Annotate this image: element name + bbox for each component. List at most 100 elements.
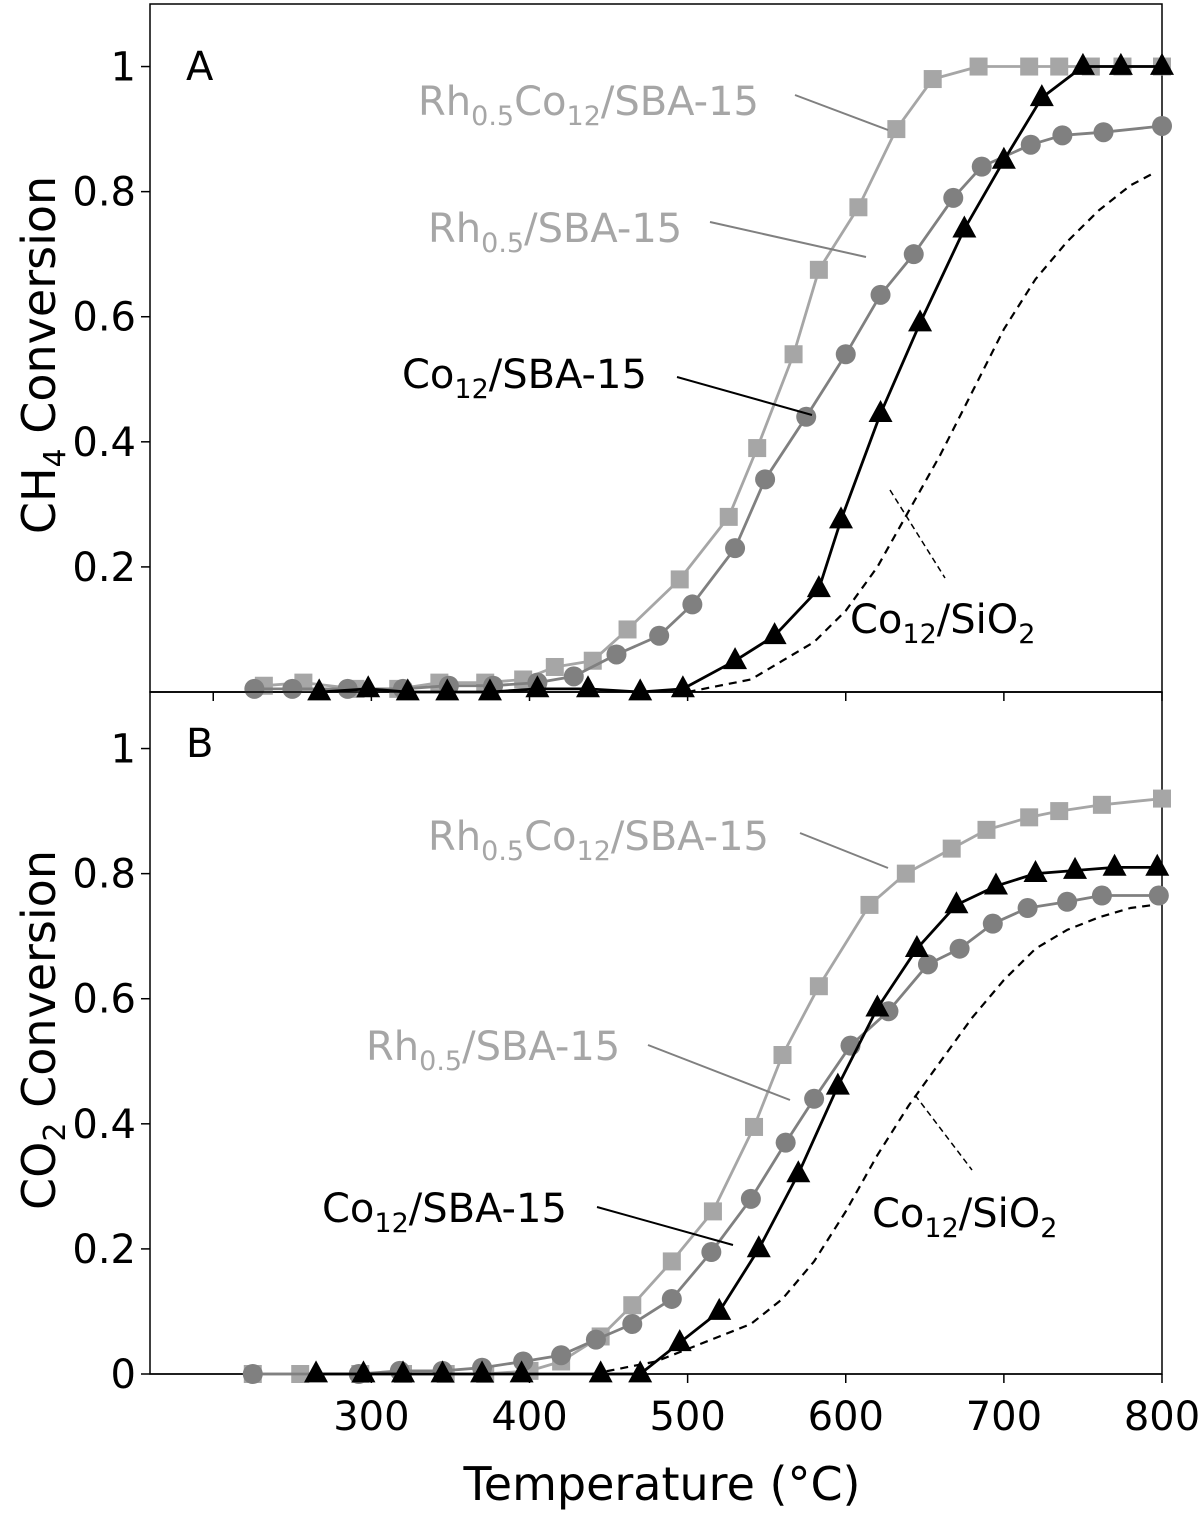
panel-a-letter: A	[186, 44, 214, 90]
triangle-marker	[825, 1072, 850, 1095]
circle-marker	[622, 1313, 643, 1334]
circle-marker	[804, 1088, 825, 1109]
circle-marker	[755, 469, 776, 490]
panel-b-xticks: 300 400 500 600 700 800	[333, 1374, 1200, 1440]
panel-b-xtick-label: 700	[966, 1394, 1042, 1440]
circle-marker	[982, 913, 1003, 934]
panel-b-yticks: 0 0.2 0.4 0.6 0.8 1	[72, 727, 150, 1398]
square-marker	[662, 1252, 681, 1271]
circle-marker	[682, 594, 703, 615]
circle-marker	[701, 1242, 722, 1263]
triangle-marker	[707, 1297, 732, 1320]
square-marker	[849, 198, 868, 217]
circle-marker	[551, 1345, 572, 1366]
triangle-marker	[829, 506, 854, 529]
circle-marker	[740, 1188, 761, 1209]
panel-b-ytick-label: 0	[111, 1352, 136, 1398]
circle-marker	[943, 187, 964, 208]
square-marker	[809, 977, 828, 996]
panel-b-xtick-label: 600	[808, 1394, 884, 1440]
panel-a-series	[244, 52, 1174, 701]
triangle-marker	[628, 678, 653, 701]
panel-a-yticks: 0.2 0.4 0.6 0.8 1	[72, 45, 150, 591]
square-marker	[748, 439, 767, 458]
triangle-marker	[391, 1360, 415, 1383]
triangle-marker	[588, 1360, 613, 1383]
circle-marker	[649, 625, 670, 646]
square-marker	[1092, 795, 1111, 814]
square-marker	[618, 620, 637, 639]
triangle-marker	[1108, 52, 1133, 75]
leader-line-co-b	[596, 1206, 734, 1246]
panel-a-y-axis-label: CH4 Conversion	[12, 176, 73, 534]
square-marker	[745, 1117, 764, 1136]
label-co-b: Co12/SBA-15	[322, 1186, 567, 1239]
panel-b-ytick-label: 0.8	[72, 852, 136, 898]
square-marker	[1153, 789, 1171, 808]
circle-marker	[563, 666, 584, 687]
square-marker	[1050, 802, 1069, 821]
panel-b-xtick-label: 400	[491, 1394, 567, 1440]
square-marker	[977, 820, 996, 839]
square-marker	[623, 1296, 642, 1315]
panel-b-y-axis-label: CO2 Conversion	[12, 850, 73, 1210]
triangle-marker	[435, 678, 460, 701]
square-marker	[809, 260, 828, 279]
panel-b-series	[242, 789, 1171, 1384]
triangle-marker	[470, 1360, 495, 1383]
circle-marker	[1017, 898, 1038, 919]
circle-marker	[1148, 885, 1169, 906]
panel-b-xtick-label: 800	[1124, 1394, 1200, 1440]
square-marker	[969, 57, 988, 76]
square-marker	[1020, 808, 1039, 827]
x-axis-label: Temperature (°C)	[462, 1457, 860, 1511]
circle-marker	[282, 678, 303, 699]
triangle-marker	[477, 678, 502, 701]
panel-a-ytick-label: 0.2	[72, 545, 136, 591]
label-rh-b: Rh0.5/SBA-15	[366, 1024, 620, 1077]
circle-marker	[1091, 885, 1112, 906]
circle-marker	[725, 538, 746, 559]
series-triangle-b	[304, 853, 1170, 1383]
circle-marker	[1052, 125, 1073, 146]
panel-a-ytick-label: 0.8	[72, 170, 136, 216]
label-rh-a: Rh0.5/SBA-15	[428, 206, 682, 259]
square-marker	[923, 70, 942, 89]
leader-line-rh-a	[709, 221, 867, 258]
panel-b-ytick-label: 1	[111, 727, 136, 773]
triangle-marker	[723, 647, 748, 670]
circle-marker	[606, 644, 627, 665]
circle-marker	[870, 284, 891, 305]
triangle-marker	[908, 309, 933, 332]
leader-line-sio2-b	[914, 1094, 973, 1171]
square-marker	[719, 507, 738, 526]
panel-a-annotations: Rh0.5Co12/SBA-15 Rh0.5/SBA-15 Co12/SBA-1…	[402, 79, 1035, 650]
panel-b-xtick-label: 300	[333, 1394, 409, 1440]
circle-marker	[661, 1288, 682, 1309]
square-marker	[545, 657, 564, 676]
panel-a-ytick-label: 0.4	[72, 420, 136, 466]
triangle-marker	[952, 215, 977, 238]
square-marker	[773, 1046, 792, 1065]
circle-marker	[244, 678, 265, 699]
circle-marker	[903, 244, 924, 265]
circle-marker	[971, 156, 992, 177]
label-sio2-b: Co12/SiO2	[872, 1191, 1057, 1244]
panel-b-ytick-label: 0.4	[72, 1102, 136, 1148]
triangle-marker	[944, 891, 969, 914]
triangle-marker	[307, 678, 332, 701]
triangle-marker	[786, 1160, 811, 1183]
square-marker	[942, 839, 961, 858]
circle-marker	[242, 1364, 263, 1384]
circle-marker	[949, 938, 970, 959]
triangle-marker	[1070, 52, 1095, 75]
square-marker	[784, 345, 803, 364]
circle-marker	[1152, 115, 1172, 136]
series-line	[687, 171, 1155, 694]
triangle-marker	[509, 1360, 534, 1383]
triangle-marker	[762, 622, 787, 645]
panel-b-annotations: Rh0.5Co12/SBA-15 Rh0.5/SBA-15 Co12/SBA-1…	[322, 814, 1057, 1246]
circle-marker	[917, 954, 938, 975]
